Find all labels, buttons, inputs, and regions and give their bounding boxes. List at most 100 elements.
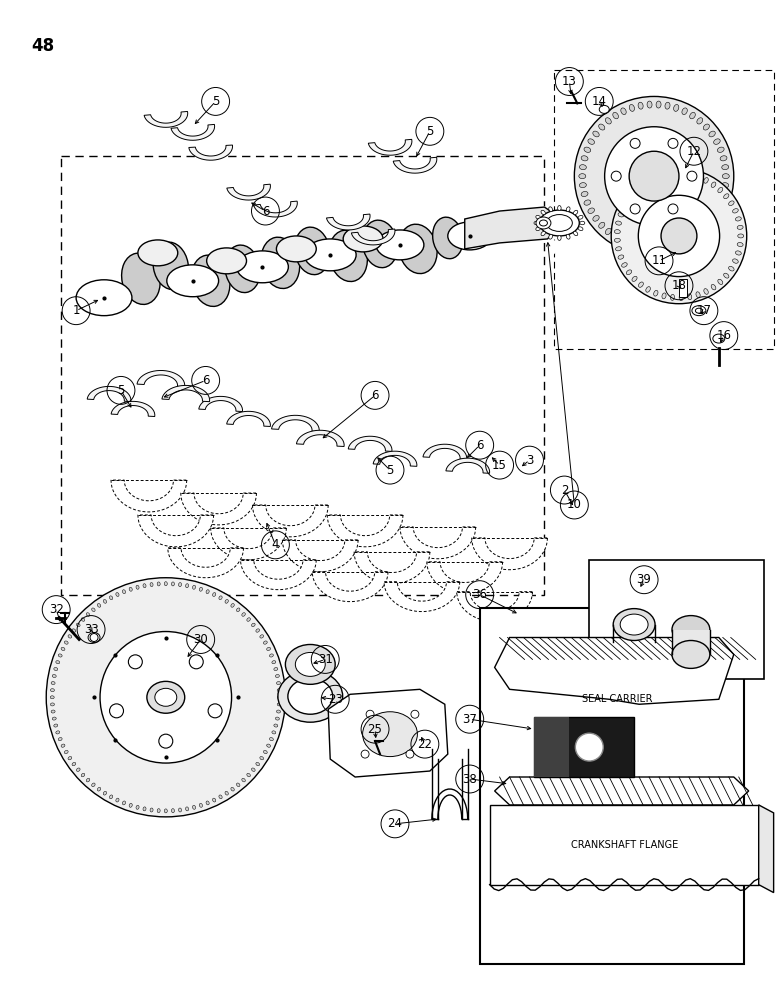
Ellipse shape: [193, 805, 196, 809]
Text: SEAL CARRIER: SEAL CARRIER: [582, 694, 652, 704]
Polygon shape: [495, 777, 749, 805]
Ellipse shape: [620, 614, 648, 635]
Polygon shape: [457, 592, 533, 622]
Ellipse shape: [136, 585, 139, 589]
Ellipse shape: [269, 738, 273, 741]
Polygon shape: [282, 540, 358, 572]
Ellipse shape: [236, 251, 289, 283]
Ellipse shape: [566, 207, 570, 212]
Ellipse shape: [251, 623, 255, 627]
Ellipse shape: [639, 282, 643, 287]
Ellipse shape: [722, 174, 729, 179]
Polygon shape: [312, 572, 388, 602]
Ellipse shape: [580, 221, 585, 225]
Ellipse shape: [682, 108, 687, 115]
Ellipse shape: [304, 239, 356, 271]
Ellipse shape: [647, 244, 652, 251]
Ellipse shape: [103, 600, 107, 603]
Ellipse shape: [68, 635, 72, 638]
Ellipse shape: [231, 787, 234, 791]
Ellipse shape: [87, 613, 90, 616]
Ellipse shape: [72, 629, 76, 632]
Ellipse shape: [76, 280, 132, 316]
Ellipse shape: [116, 798, 119, 802]
Ellipse shape: [674, 241, 679, 248]
Ellipse shape: [54, 724, 58, 727]
Circle shape: [630, 138, 640, 148]
Ellipse shape: [615, 230, 620, 234]
Ellipse shape: [711, 284, 716, 290]
Ellipse shape: [448, 222, 491, 250]
Ellipse shape: [278, 696, 282, 699]
Ellipse shape: [225, 245, 261, 293]
Ellipse shape: [629, 105, 634, 111]
Ellipse shape: [671, 294, 675, 300]
Bar: [534, 717, 569, 777]
Circle shape: [129, 655, 142, 669]
Ellipse shape: [704, 222, 710, 228]
Polygon shape: [423, 444, 466, 459]
Ellipse shape: [656, 244, 661, 251]
Ellipse shape: [622, 205, 627, 209]
Ellipse shape: [272, 661, 276, 664]
Ellipse shape: [697, 118, 703, 124]
Ellipse shape: [52, 674, 56, 678]
Ellipse shape: [654, 290, 658, 296]
Ellipse shape: [665, 243, 670, 250]
Ellipse shape: [599, 222, 604, 228]
Ellipse shape: [72, 762, 76, 766]
Bar: [490, 805, 759, 885]
Ellipse shape: [147, 681, 185, 713]
Ellipse shape: [242, 778, 245, 782]
Ellipse shape: [536, 217, 551, 229]
Text: 2: 2: [561, 484, 568, 497]
Text: 39: 39: [636, 573, 651, 586]
Ellipse shape: [246, 773, 250, 777]
Ellipse shape: [679, 295, 683, 301]
Ellipse shape: [207, 248, 246, 274]
Polygon shape: [393, 157, 437, 173]
Ellipse shape: [696, 308, 702, 313]
Ellipse shape: [136, 805, 139, 809]
Ellipse shape: [682, 238, 687, 244]
Ellipse shape: [540, 210, 580, 236]
Ellipse shape: [720, 191, 727, 197]
Text: 25: 25: [367, 723, 382, 736]
Text: 17: 17: [697, 304, 711, 317]
Ellipse shape: [87, 778, 90, 782]
Ellipse shape: [158, 582, 160, 586]
Ellipse shape: [81, 618, 85, 621]
Ellipse shape: [647, 101, 652, 108]
Text: 23: 23: [328, 693, 342, 706]
Ellipse shape: [109, 596, 112, 600]
Ellipse shape: [219, 795, 222, 799]
Polygon shape: [384, 582, 459, 612]
Ellipse shape: [277, 703, 281, 706]
Polygon shape: [189, 145, 232, 160]
Ellipse shape: [225, 600, 229, 603]
Text: 11: 11: [651, 254, 667, 267]
Ellipse shape: [737, 243, 743, 247]
Ellipse shape: [599, 105, 609, 113]
Ellipse shape: [329, 230, 367, 282]
Ellipse shape: [260, 757, 264, 760]
Text: 5: 5: [117, 384, 125, 397]
Ellipse shape: [138, 240, 178, 266]
Bar: [589, 560, 764, 679]
Ellipse shape: [150, 583, 153, 587]
Ellipse shape: [56, 661, 60, 664]
Ellipse shape: [51, 710, 55, 713]
Circle shape: [366, 710, 374, 718]
Ellipse shape: [615, 238, 620, 242]
Ellipse shape: [264, 750, 268, 754]
Ellipse shape: [671, 172, 675, 177]
Ellipse shape: [213, 593, 216, 596]
Ellipse shape: [61, 744, 65, 747]
Ellipse shape: [593, 215, 599, 221]
Ellipse shape: [122, 590, 126, 594]
Text: 4: 4: [271, 538, 279, 551]
Circle shape: [668, 138, 678, 148]
Ellipse shape: [547, 215, 573, 231]
Polygon shape: [354, 552, 430, 584]
Bar: [534, 717, 634, 777]
